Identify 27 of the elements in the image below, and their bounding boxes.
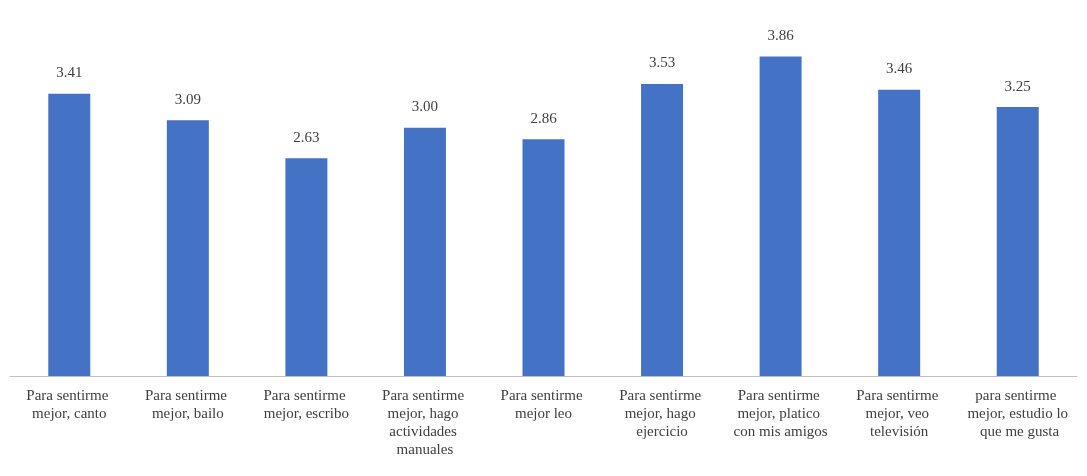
data-label: 3.25	[1004, 77, 1031, 94]
x-tick-label: Para sentirme mejor, platico con mis amigos	[733, 387, 828, 439]
data-label: 2.86	[530, 109, 558, 126]
bar	[285, 158, 328, 376]
data-label: 3.41	[56, 64, 83, 81]
x-tick-label: Para sentirme mejor, canto	[26, 387, 113, 421]
x-tick-label: Para sentirme mejor, veo televisión	[856, 387, 943, 439]
data-label: 3.86	[767, 27, 795, 44]
data-label: 3.53	[648, 54, 676, 71]
x-tick-label: Para sentirme mejor, hago ejercicio	[619, 387, 705, 439]
bar	[759, 56, 802, 376]
data-label: 3.46	[886, 60, 913, 77]
bar	[48, 93, 91, 376]
bar	[403, 127, 446, 376]
x-tick-label: para sentirme mejor, estudio lo que me gusta	[967, 387, 1069, 439]
data-label: 3.09	[174, 90, 201, 107]
bar	[166, 120, 209, 376]
x-tick-label: Para sentirme mejor, escribo	[263, 387, 350, 421]
x-tick-label: Para sentirme mejor, hago actividades manuales	[382, 387, 468, 457]
bar	[522, 139, 565, 376]
bar	[878, 89, 921, 376]
bar	[641, 83, 684, 376]
bar	[996, 107, 1039, 376]
x-tick-label: Para sentirme mejor, bailo	[144, 387, 231, 421]
data-label: 3.00	[411, 98, 439, 115]
x-tick-label: Para sentirme mejor leo	[500, 387, 587, 421]
data-label: 2.63	[293, 128, 320, 145]
